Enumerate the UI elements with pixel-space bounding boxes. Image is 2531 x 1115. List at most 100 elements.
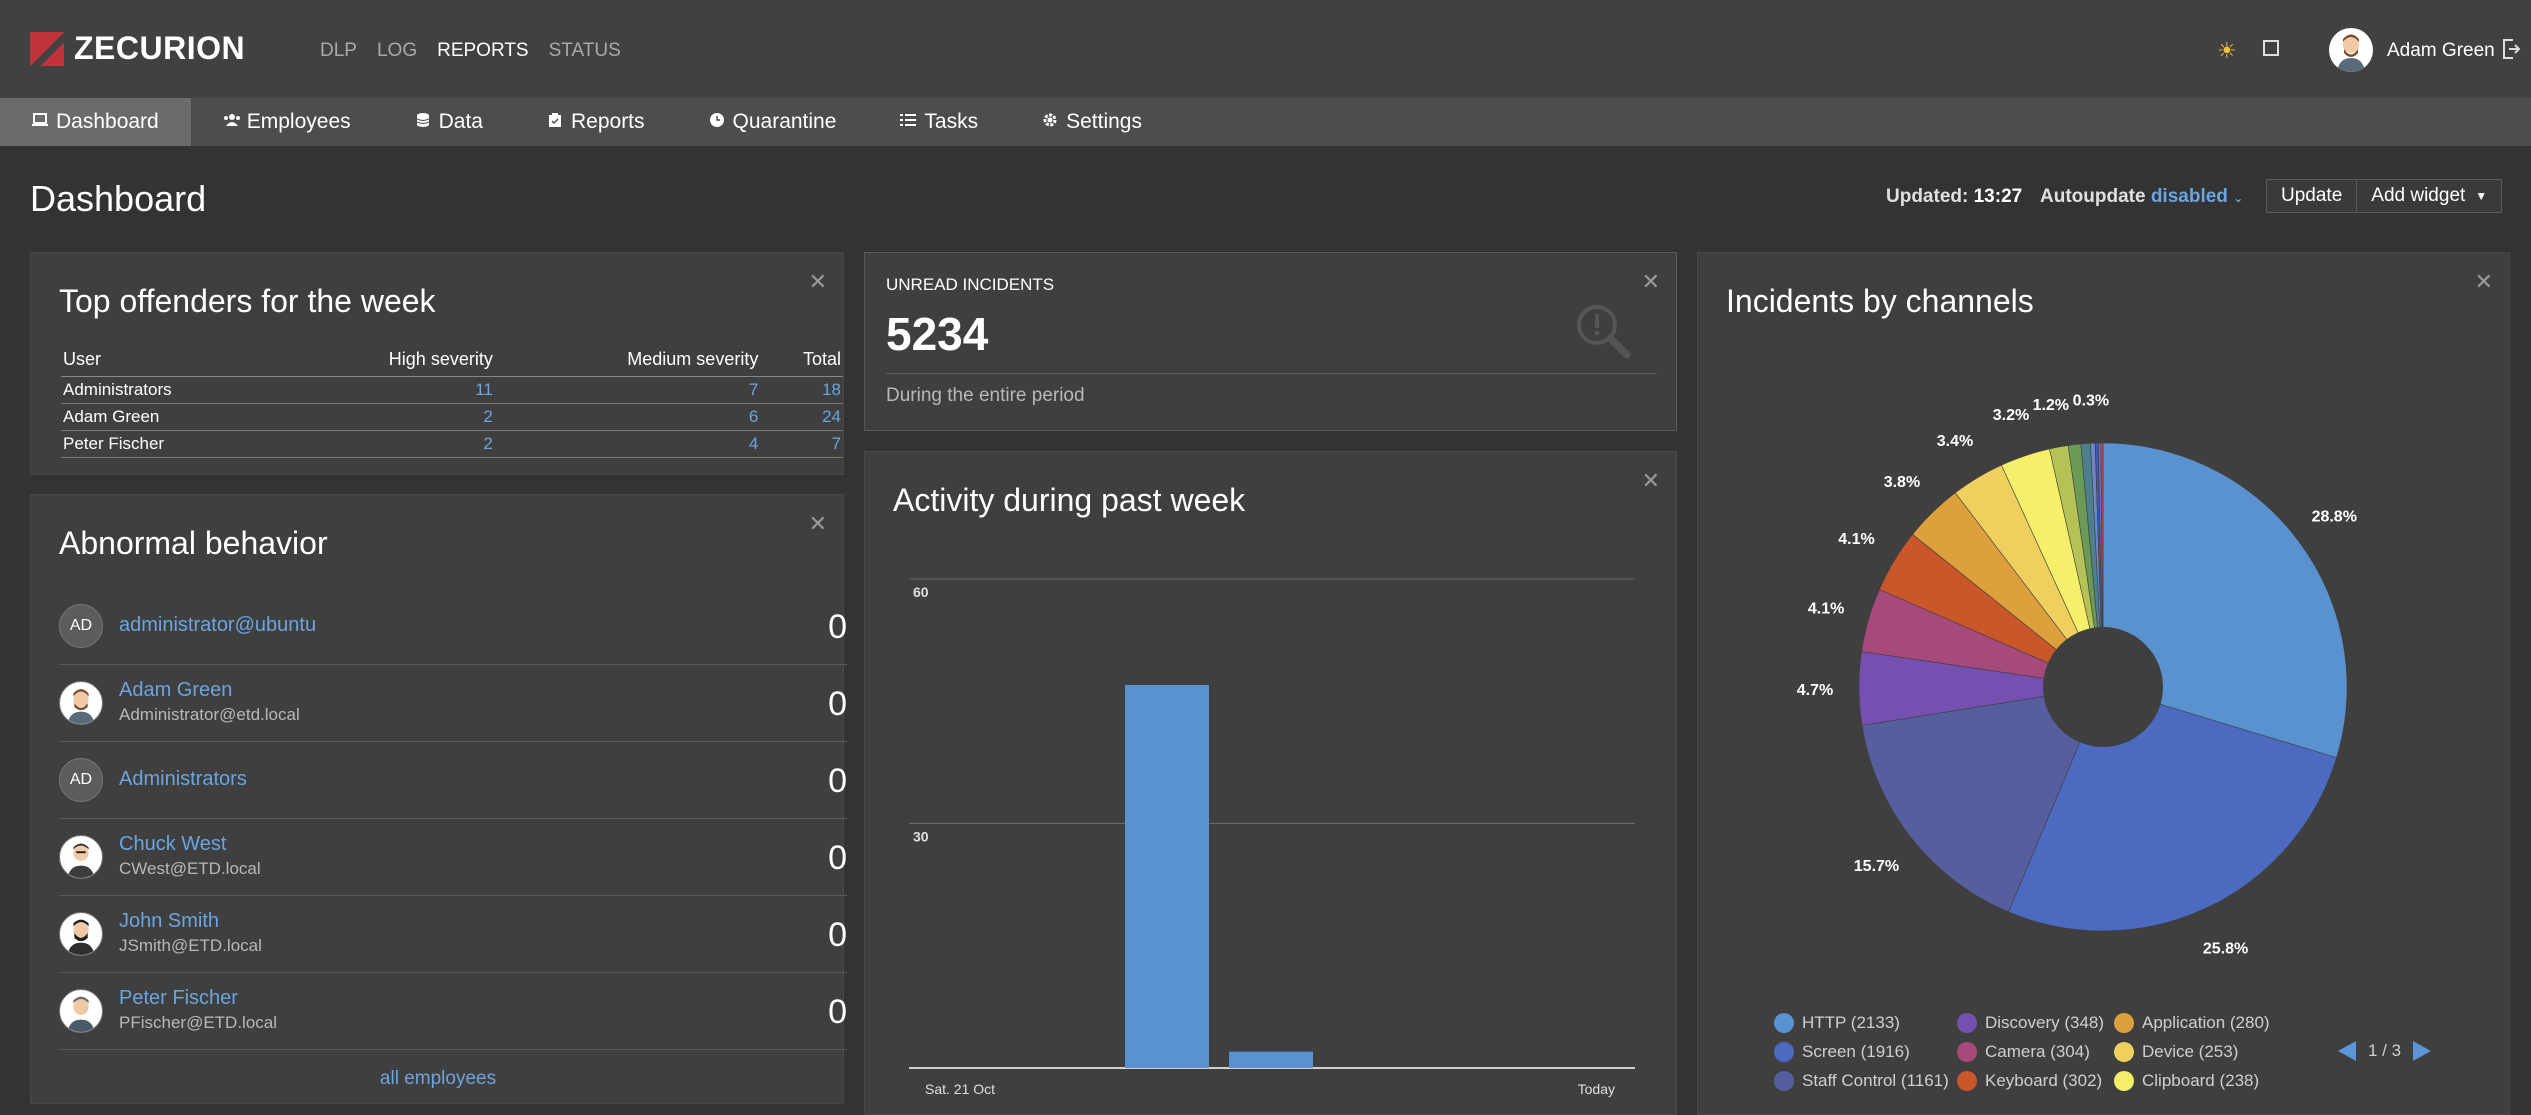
high-cell[interactable]: 2 xyxy=(282,430,495,458)
legend-item[interactable]: Screen (1916) xyxy=(1774,1042,1957,1062)
sun-icon[interactable]: ☀ xyxy=(2217,38,2237,63)
update-button[interactable]: Update xyxy=(2266,179,2358,213)
close-icon[interactable]: ✕ xyxy=(808,269,827,294)
employee-link[interactable]: administrator@ubuntu xyxy=(119,614,317,636)
employee-email: JSmith@ETD.local xyxy=(119,936,262,955)
tab-quarantine[interactable]: Quarantine xyxy=(677,98,869,146)
top-nav-reports[interactable]: REPORTS xyxy=(437,40,529,61)
abnormal-count: 0 xyxy=(828,608,847,646)
medium-cell[interactable]: 4 xyxy=(494,430,761,458)
slice-label: 3.4% xyxy=(1937,433,1973,450)
legend-item[interactable]: Clipboard (238) xyxy=(2114,1071,2274,1091)
tab-dashboard[interactable]: Dashboard xyxy=(0,98,191,146)
offenders-table: User High severity Medium severity Total… xyxy=(61,345,843,458)
close-icon[interactable]: ✕ xyxy=(1641,269,1660,294)
employee-link[interactable]: Administrators xyxy=(119,768,247,790)
legend-item[interactable]: Camera (304) xyxy=(1957,1042,2114,1062)
x-tick-label: Today xyxy=(1578,1081,1615,1097)
slice-label: 4.1% xyxy=(1808,601,1844,618)
close-icon[interactable]: ✕ xyxy=(808,511,827,536)
employee-link[interactable]: Peter Fischer xyxy=(119,987,238,1009)
close-icon[interactable]: ✕ xyxy=(2474,269,2493,294)
arrow-right-icon[interactable] xyxy=(2413,1041,2432,1061)
tab-label: Settings xyxy=(1066,110,1142,133)
brand-logo[interactable]: ZECURION xyxy=(30,30,245,67)
total-cell[interactable]: 7 xyxy=(760,430,843,458)
widget-title: Activity during past week xyxy=(893,482,1246,518)
high-cell[interactable]: 2 xyxy=(282,403,495,431)
caret-down-icon: ▼ xyxy=(2475,189,2488,203)
employee-link[interactable]: Adam Green xyxy=(119,679,233,701)
bar[interactable] xyxy=(1125,684,1209,1068)
legend-label: Discovery (348) xyxy=(1985,1013,2105,1032)
tab-settings[interactable]: Settings xyxy=(1010,98,1174,146)
arrow-left-icon[interactable] xyxy=(2338,1041,2356,1061)
top-nav-log[interactable]: LOG xyxy=(376,40,418,61)
legend-item[interactable]: Staff Control (1161) xyxy=(1774,1071,1957,1091)
abnormal-count: 0 xyxy=(828,839,847,877)
legend-swatch xyxy=(2114,1013,2134,1033)
employee-email: CWest@ETD.local xyxy=(119,859,261,878)
add-widget-button[interactable]: Add widget ▼ xyxy=(2357,179,2503,213)
chevron-down-icon[interactable]: ⌄ xyxy=(2233,191,2244,205)
total-cell[interactable]: 24 xyxy=(760,403,843,431)
medium-cell[interactable]: 7 xyxy=(494,376,761,404)
user-name[interactable]: Adam Green xyxy=(2387,40,2495,61)
user-cell: Administrators xyxy=(61,376,283,404)
fullscreen-icon[interactable] xyxy=(2261,38,2281,58)
pie-slice[interactable] xyxy=(1861,686,2104,913)
avatar xyxy=(59,989,103,1033)
legend-swatch xyxy=(1774,1042,1794,1062)
legend-item[interactable]: Device (253) xyxy=(2114,1042,2274,1062)
legend-item[interactable]: HTTP (2133) xyxy=(1774,1013,1957,1033)
slice-label: 0.3% xyxy=(2073,392,2109,409)
pie-slice[interactable] xyxy=(2100,442,2104,688)
tab-employees[interactable]: Employees xyxy=(191,98,383,146)
tab-label: Quarantine xyxy=(732,110,837,133)
abnormal-count: 0 xyxy=(828,762,847,800)
activity-widget: Activity during past week ✕ 30 60 Sat. 21 … xyxy=(864,451,1677,1115)
tab-reports[interactable]: Reports xyxy=(515,98,677,146)
autoupdate-toggle[interactable]: disabled xyxy=(2150,186,2228,207)
updated-time: 13:27 xyxy=(1973,186,2023,207)
legend-swatch xyxy=(1957,1071,1977,1091)
high-cell[interactable]: 11 xyxy=(282,376,495,404)
employee-link[interactable]: Chuck West xyxy=(119,833,227,855)
legend-item[interactable]: Application (280) xyxy=(2114,1013,2274,1033)
search-alert-icon xyxy=(1577,305,1631,359)
employee-link[interactable]: John Smith xyxy=(119,910,220,932)
clipboard-icon xyxy=(547,113,563,131)
employee-email: Administrator@etd.local xyxy=(119,705,300,724)
top-nav-dlp[interactable]: DLP xyxy=(320,40,357,61)
column-header: User xyxy=(61,345,283,377)
channels-widget: Incidents by channels ✕ 28.8% 25.8% 15.7% 4… xyxy=(1697,252,2510,1115)
tab-tasks[interactable]: Tasks xyxy=(868,98,1010,146)
bar[interactable] xyxy=(1229,1051,1313,1068)
total-cell[interactable]: 18 xyxy=(760,376,843,404)
x-tick-label: Sat. 21 Oct xyxy=(925,1081,995,1097)
avatar xyxy=(59,681,103,725)
top-nav-status[interactable]: STATUS xyxy=(548,40,621,61)
close-icon[interactable]: ✕ xyxy=(1641,468,1660,493)
legend-swatch xyxy=(1774,1013,1794,1033)
avatar[interactable] xyxy=(2329,28,2373,72)
top-bar: ZECURION DLP LOG REPORTS STATUS ☀ Adam G… xyxy=(0,0,2531,98)
tab-data[interactable]: Data xyxy=(383,98,515,146)
medium-cell[interactable]: 6 xyxy=(494,403,761,431)
database-icon xyxy=(415,113,431,131)
legend-item[interactable]: Discovery (348) xyxy=(1957,1013,2114,1033)
pager-text: 1 / 3 xyxy=(2368,1041,2402,1060)
avatar xyxy=(59,912,103,956)
list-item: Peter Fischer PFischer@ETD.local 0 xyxy=(59,973,847,1050)
unread-count[interactable]: 5234 xyxy=(886,308,989,360)
legend-item[interactable]: Keyboard (302) xyxy=(1957,1071,2114,1091)
pie-slice[interactable] xyxy=(2008,686,2337,932)
all-employees-link[interactable]: all employees xyxy=(379,1068,497,1089)
legend-swatch xyxy=(2114,1042,2134,1062)
donut-hole xyxy=(2043,627,2163,747)
legend-swatch xyxy=(2114,1071,2134,1091)
top-offenders-widget: Top offenders for the week ✕ User High s… xyxy=(30,252,844,475)
logout-icon[interactable] xyxy=(2501,38,2521,60)
pie-slice[interactable] xyxy=(2102,442,2348,759)
channels-pie-chart: 28.8% 25.8% 15.7% 4.7% 4.1% 4.1% 3.8% 3.4% 3.2%1… xyxy=(1797,392,2357,957)
